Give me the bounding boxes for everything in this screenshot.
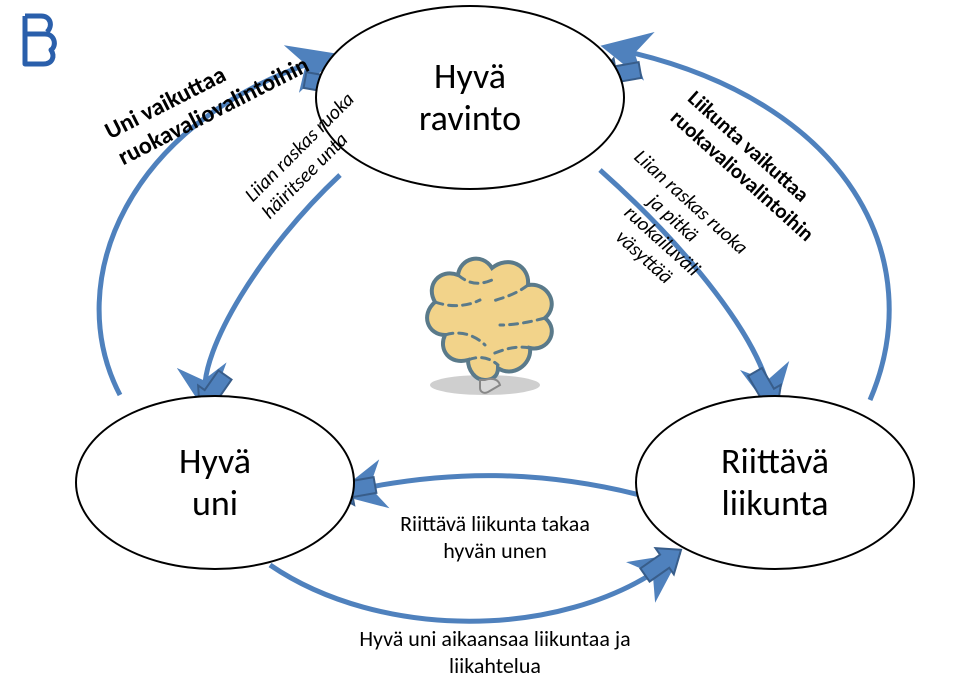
ellipse-uni: Hyvä uni bbox=[75, 395, 355, 570]
liikunta-line2: liikunta bbox=[721, 481, 828, 525]
ellipse-liikunta: Riittävä liikunta bbox=[635, 395, 915, 570]
ravinto-line2: ravinto bbox=[419, 96, 521, 140]
text-riittava-liikunta-takaa: Riittävä liikunta takaa hyvän unen bbox=[370, 510, 620, 564]
uni-line1: Hyvä bbox=[179, 439, 251, 483]
diagram-canvas: { "colors": { "background": "#ffffff", "… bbox=[0, 0, 960, 691]
ellipse-ravinto: Hyvä ravinto bbox=[315, 5, 625, 190]
text-hyva-uni-aikaansaa: Hyvä uni aikaansaa liikuntaa ja liikahte… bbox=[280, 625, 710, 679]
ravinto-line1: Hyvä bbox=[434, 54, 506, 98]
uni-line2: uni bbox=[192, 481, 238, 525]
liikunta-line1: Riittävä bbox=[721, 439, 829, 483]
brain-icon bbox=[390, 230, 580, 400]
